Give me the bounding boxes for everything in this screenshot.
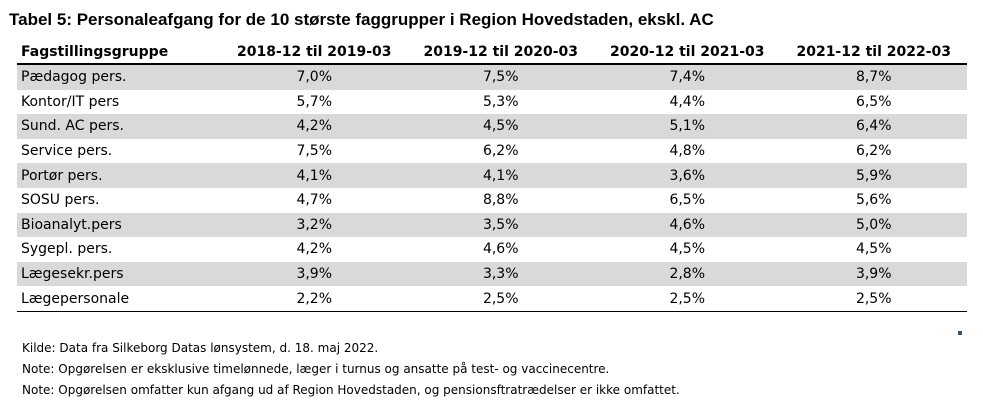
table-row: Bioanalyt.pers 3,2% 3,5% 4,6% 5,0% [17, 212, 967, 238]
row-value: 5,9% [780, 163, 967, 188]
row-value: 4,5% [407, 114, 594, 139]
row-group-name: Lægesekr.pers [17, 261, 221, 287]
row-group-name: SOSU pers. [21, 192, 100, 209]
row-value: 4,2% [221, 114, 408, 139]
row-value: 2,5% [594, 286, 781, 312]
row-value: 4,8% [669, 143, 706, 160]
row-value: 2,2% [221, 286, 408, 312]
row-value: 6,2% [482, 143, 519, 160]
row-value: 3,3% [407, 261, 594, 287]
column-header-period-1: 2018-12 til 2019-03 [221, 40, 408, 65]
row-value: 5,7% [296, 93, 333, 110]
column-header-period-4: 2021-12 til 2022-03 [780, 40, 967, 65]
table-row: Service pers. 7,5% 6,2% 4,8% 6,2% [17, 139, 967, 164]
row-value: 6,5% [855, 93, 892, 110]
row-value: 4,2% [296, 241, 333, 258]
row-value: 2,5% [407, 286, 594, 312]
row-value: 3,9% [221, 261, 408, 287]
row-value: 3,6% [594, 163, 781, 188]
table-row: Portør pers. 4,1% 4,1% 3,6% 5,9% [17, 163, 967, 188]
row-value: 4,4% [669, 93, 706, 110]
row-value: 6,5% [669, 192, 706, 209]
row-value: 4,5% [669, 241, 706, 258]
column-header-group: Fagstillingsgruppe [17, 40, 221, 65]
row-value: 8,8% [482, 192, 519, 209]
table-row: SOSU pers. 4,7% 8,8% 6,5% 5,6% [17, 188, 967, 213]
row-value: 6,2% [855, 143, 892, 160]
row-value: 8,7% [780, 64, 967, 90]
column-header-period-2: 2019-12 til 2020-03 [407, 40, 594, 65]
table-row: Kontor/IT pers 5,7% 5,3% 4,4% 6,5% [17, 90, 967, 115]
footnote-exclusions: Note: Opgørelsen er eksklusive timelønne… [22, 362, 610, 376]
row-value: 5,1% [594, 114, 781, 139]
table-row: Sygepl. pers. 4,2% 4,6% 4,5% 4,5% [17, 237, 967, 262]
table-header-row: Fagstillingsgruppe 2018-12 til 2019-03 2… [17, 40, 967, 65]
row-value: 5,0% [780, 212, 967, 238]
table-row: Lægesekr.pers 3,9% 3,3% 2,8% 3,9% [17, 261, 967, 287]
row-value: 4,1% [221, 163, 408, 188]
row-group-name: Sygepl. pers. [21, 241, 113, 258]
row-value: 4,7% [296, 192, 333, 209]
column-header-period-3: 2020-12 til 2021-03 [594, 40, 781, 65]
source-note: Kilde: Data fra Silkeborg Datas lønsyste… [22, 341, 379, 355]
row-value: 7,0% [221, 64, 408, 90]
row-value: 7,4% [594, 64, 781, 90]
row-group-name: Portør pers. [17, 163, 221, 188]
row-value: 2,8% [594, 261, 781, 287]
footnote-scope: Note: Opgørelsen omfatter kun afgang ud … [22, 383, 680, 397]
table-title: Tabel 5: Personaleafgang for de 10 størs… [9, 10, 714, 29]
personnel-turnover-table: Fagstillingsgruppe 2018-12 til 2019-03 2… [17, 40, 967, 312]
row-value: 4,5% [855, 241, 892, 258]
row-value: 5,3% [482, 93, 519, 110]
row-value: 4,6% [482, 241, 519, 258]
row-value: 6,4% [780, 114, 967, 139]
row-group-name: Service pers. [21, 143, 113, 160]
row-value: 3,2% [221, 212, 408, 238]
row-group-name: Bioanalyt.pers [17, 212, 221, 238]
row-value: 4,1% [407, 163, 594, 188]
row-value: 4,6% [594, 212, 781, 238]
table-notes: Kilde: Data fra Silkeborg Datas lønsyste… [22, 338, 680, 401]
row-group-name: Kontor/IT pers [21, 93, 120, 110]
table-row: Pædagog pers. 7,0% 7,5% 7,4% 8,7% [17, 64, 967, 90]
row-group-name: Sund. AC pers. [17, 114, 221, 139]
row-value: 5,6% [855, 192, 892, 209]
row-value: 7,5% [407, 64, 594, 90]
row-value: 3,9% [780, 261, 967, 287]
row-group-name: Pædagog pers. [17, 64, 221, 90]
table-row: Lægepersonale 2,2% 2,5% 2,5% 2,5% [17, 286, 967, 312]
row-value: 2,5% [780, 286, 967, 312]
row-value: 3,5% [407, 212, 594, 238]
row-value: 7,5% [296, 143, 333, 160]
table-resize-marker [958, 331, 962, 335]
row-group-name: Lægepersonale [17, 286, 221, 312]
table-row: Sund. AC pers. 4,2% 4,5% 5,1% 6,4% [17, 114, 967, 139]
